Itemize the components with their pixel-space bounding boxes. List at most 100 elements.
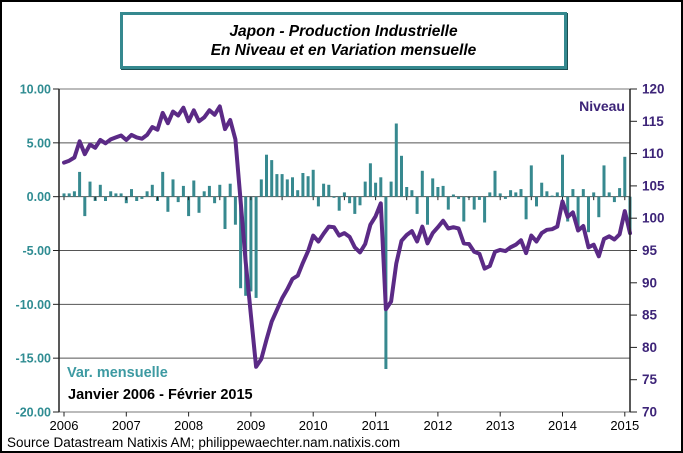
bar	[498, 193, 502, 197]
bar	[566, 196, 570, 222]
right-axis-tick-label: 90	[642, 275, 657, 290]
bar	[254, 196, 258, 298]
bar	[431, 178, 435, 197]
bar	[368, 163, 372, 197]
bar	[602, 165, 606, 197]
bar	[472, 196, 476, 210]
bar	[509, 190, 513, 197]
bar	[249, 196, 253, 292]
x-axis-tick-label: 2008	[174, 418, 203, 433]
bar	[363, 181, 367, 197]
bar	[67, 193, 71, 197]
bar	[233, 196, 237, 225]
bar	[493, 170, 497, 197]
bar	[581, 189, 585, 197]
bar	[410, 190, 414, 197]
bar	[612, 196, 616, 203]
bar	[228, 183, 232, 197]
bar	[462, 196, 466, 222]
bar	[337, 196, 341, 211]
bar	[140, 196, 144, 199]
bar	[524, 196, 528, 220]
bar	[218, 184, 222, 197]
bar	[311, 169, 315, 197]
bar	[503, 196, 507, 199]
bar	[239, 196, 243, 289]
bar	[135, 196, 139, 201]
chart-title-box: Japon - Production Industrielle En Nivea…	[120, 12, 567, 69]
left-axis-tick-label: 0.00	[27, 190, 51, 204]
period-label: Janvier 2006 - Février 2015	[68, 387, 253, 403]
bar	[426, 196, 429, 225]
left-axis-tick-label: -5.00	[23, 244, 52, 258]
bar	[119, 193, 123, 197]
bar	[192, 180, 196, 197]
bar	[166, 196, 170, 212]
bar	[555, 192, 559, 197]
bar	[514, 192, 518, 197]
bar	[202, 191, 206, 197]
bar	[535, 196, 538, 207]
bar	[98, 184, 102, 197]
right-axis-tick-label: 95	[642, 243, 658, 258]
bar	[145, 191, 149, 197]
x-axis-tick-label: 2009	[236, 418, 265, 433]
bar	[280, 174, 284, 197]
left-axis-tick-label: 5.00	[27, 136, 51, 150]
bar	[550, 195, 554, 197]
niveau-line	[62, 104, 632, 369]
bar	[322, 183, 326, 197]
right-axis-tick-label: 85	[642, 308, 658, 323]
x-axis-tick-label: 2007	[112, 418, 141, 433]
bar	[301, 173, 305, 197]
var-mensuelle-bars	[62, 123, 632, 369]
bar	[213, 196, 217, 204]
left-axis-tick-label: -10.00	[16, 298, 51, 312]
bar	[374, 182, 378, 197]
bar	[259, 179, 263, 197]
right-axis-tick-label: 120	[642, 82, 665, 97]
bar	[161, 171, 165, 197]
bar	[451, 194, 455, 197]
niveau-series-label: Niveau	[579, 98, 625, 114]
bar	[400, 155, 403, 197]
bar	[291, 177, 294, 197]
bar	[306, 176, 310, 197]
bar	[436, 187, 440, 197]
bar	[187, 196, 191, 217]
bar	[275, 174, 279, 197]
bar	[483, 196, 487, 223]
bar	[130, 189, 133, 197]
bar	[109, 191, 113, 197]
bar	[519, 189, 523, 197]
bar	[353, 196, 357, 214]
bar	[265, 154, 268, 197]
bar	[72, 191, 76, 197]
bar	[150, 184, 154, 197]
bar	[197, 196, 201, 213]
bar	[223, 196, 227, 229]
bar	[405, 187, 409, 197]
bar	[88, 181, 92, 197]
bar	[389, 181, 393, 197]
bar	[623, 156, 627, 197]
bar	[207, 185, 211, 197]
bar	[394, 123, 398, 197]
bar	[348, 196, 352, 204]
bar	[171, 179, 175, 197]
left-axis-tick-label: 10.00	[20, 83, 51, 97]
bar	[587, 196, 590, 233]
chart-title-line2: En Niveau et en Variation mensuelle	[210, 41, 477, 59]
bar	[446, 196, 450, 210]
bar	[285, 179, 289, 197]
bar	[358, 196, 362, 206]
left-axis-tick-label: -15.00	[16, 352, 51, 366]
bar	[62, 193, 66, 197]
bar	[488, 192, 492, 197]
right-axis-tick-label: 110	[642, 146, 664, 161]
right-axis-tick-label: 75	[642, 372, 658, 387]
right-axis-tick-label: 100	[642, 211, 665, 226]
left-axis-tick-label: -20.00	[16, 406, 51, 420]
